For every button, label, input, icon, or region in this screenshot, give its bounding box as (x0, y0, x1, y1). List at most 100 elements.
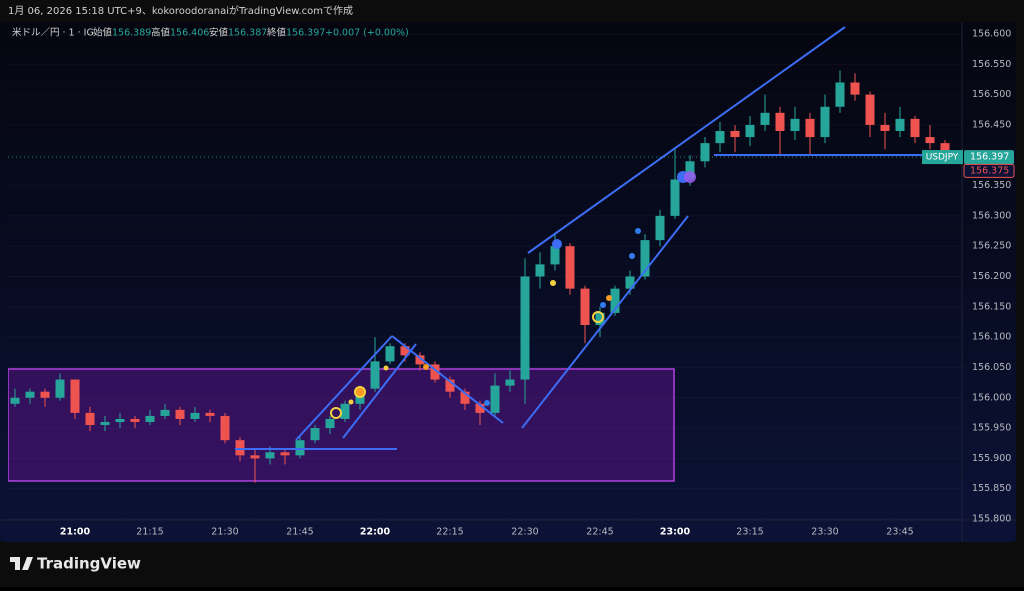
candle-body (445, 379, 455, 392)
candle-body (625, 276, 635, 289)
candle-body (640, 240, 650, 277)
change: +0.007 (+0.00%) (325, 28, 409, 39)
last-price-badge (964, 150, 1014, 165)
y-tick-label: 156.000 (972, 392, 1011, 403)
signal-dot (423, 364, 429, 370)
candle-body (25, 391, 35, 398)
x-tick-label: 23:00 (660, 527, 691, 538)
candle-body (490, 385, 500, 413)
y-tick-label: 156.200 (972, 271, 1011, 282)
close-value: 156.397 (286, 28, 325, 39)
candle-body (835, 82, 845, 107)
candle-body (910, 118, 920, 138)
candle-body (310, 428, 320, 441)
candle-body (55, 379, 65, 398)
signal-dot (606, 295, 612, 301)
trend-lines (235, 26, 962, 450)
signal-dots (330, 171, 696, 419)
trend-line (521, 215, 689, 429)
candle-body (70, 379, 80, 413)
x-tick-label: 22:30 (511, 527, 538, 538)
candle-body (85, 412, 95, 426)
signal-dot (383, 365, 389, 371)
x-tick-label: 21:15 (136, 527, 163, 538)
signal-dot (550, 280, 556, 286)
candle-body (460, 391, 470, 404)
signal-dot (552, 239, 562, 249)
signal-dot (330, 407, 342, 419)
candle-body (745, 124, 755, 138)
y-tick-label: 156.300 (972, 210, 1011, 221)
y-tick-label: 156.550 (972, 59, 1011, 70)
x-tick-label: 23:45 (886, 527, 913, 538)
candle-body (685, 161, 695, 180)
range-box (8, 368, 675, 482)
candle-body (115, 418, 125, 422)
candle-body (520, 276, 530, 380)
y-tick-label: 156.450 (972, 119, 1011, 130)
candle-body (250, 455, 260, 459)
candle-body (340, 403, 350, 419)
high-label: 高値 (151, 27, 171, 39)
symbol-badge (922, 150, 963, 165)
signal-dot (635, 228, 641, 234)
candle-body (595, 312, 605, 325)
candle-body (280, 452, 290, 456)
low-label: 安値 (209, 27, 229, 39)
x-tick-label: 21:45 (286, 527, 313, 538)
signal-dot (629, 253, 635, 259)
candle-body (265, 452, 275, 459)
candle-body (715, 131, 725, 144)
trend-line (527, 26, 846, 254)
close-label: 終値 (267, 27, 287, 39)
x-tick-label: 21:00 (60, 527, 91, 538)
candle-body (655, 215, 665, 241)
candle-body (565, 246, 575, 289)
candle-body (850, 82, 860, 95)
logo-text: TradingView (37, 555, 141, 573)
x-tick-label: 23:30 (811, 527, 838, 538)
y-tick-label: 155.950 (972, 423, 1011, 434)
last-price-label: 156.397 (970, 152, 1009, 163)
candle-body (205, 412, 215, 416)
candle-body (100, 422, 110, 426)
candle-body (415, 355, 425, 365)
candle-body (925, 137, 935, 144)
y-tick-label: 156.600 (972, 29, 1011, 40)
signal-dot (592, 311, 604, 323)
trend-line (342, 343, 417, 439)
legend: 米ドル／円 · 1 · IG 始値 156.389 高値 156.406 安値 … (12, 27, 409, 39)
candle-body (430, 364, 440, 380)
candle-body (535, 264, 545, 277)
trend-line (295, 335, 393, 441)
candle-body (760, 112, 770, 125)
candle-body (130, 418, 140, 422)
chart-panel (0, 22, 1016, 542)
candle-body (550, 246, 560, 265)
candle-body (160, 409, 170, 416)
x-tick-label: 22:00 (360, 527, 391, 538)
candle-body (145, 415, 155, 422)
candle-body (400, 346, 410, 356)
logo-mark (10, 557, 33, 570)
candle-body (40, 391, 50, 398)
candle-body (325, 418, 335, 429)
candle-body (775, 112, 785, 131)
open-label: 始値 (93, 27, 113, 39)
candle-body (730, 131, 740, 138)
y-tick-label: 155.850 (972, 483, 1011, 494)
x-tick-label: 22:15 (436, 527, 463, 538)
signal-dot (348, 399, 354, 405)
drawings (8, 368, 675, 482)
signal-dot (684, 171, 696, 183)
candle-body (235, 440, 245, 456)
y-tick-label: 155.800 (972, 514, 1011, 525)
candle-body (295, 440, 305, 456)
x-tick-label: 22:45 (586, 527, 613, 538)
y-tick-label: 156.250 (972, 241, 1011, 252)
caption: 1月 06, 2026 15:18 UTC+9、kokoroodoranaiがT… (8, 4, 353, 17)
x-tick-label: 23:15 (736, 527, 763, 538)
signal-dot (600, 302, 606, 308)
